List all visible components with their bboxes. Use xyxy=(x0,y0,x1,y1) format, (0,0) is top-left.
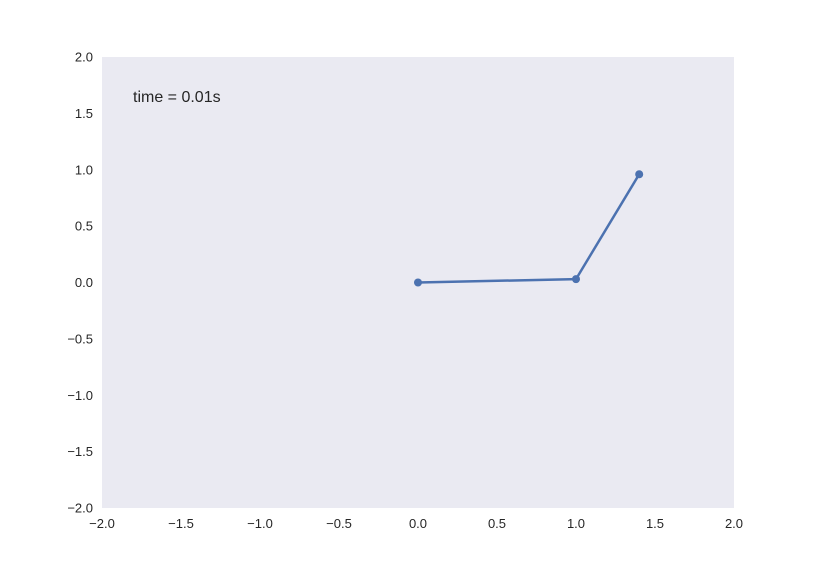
x-tick-label: 0.5 xyxy=(488,516,506,531)
y-axis-ticks: −2.0 −1.5 −1.0 −0.5 0.0 0.5 1.0 1.5 2.0 xyxy=(67,50,93,516)
x-tick-label: −0.5 xyxy=(326,516,352,531)
data-point xyxy=(635,170,643,178)
y-tick-label: −1.5 xyxy=(67,444,93,459)
x-tick-label: 0.0 xyxy=(409,516,427,531)
y-tick-label: −0.5 xyxy=(67,331,93,346)
x-tick-label: −1.0 xyxy=(247,516,273,531)
y-tick-label: 1.0 xyxy=(75,162,93,177)
y-tick-label: 1.5 xyxy=(75,106,93,121)
y-tick-label: −2.0 xyxy=(67,501,93,516)
x-tick-label: 1.5 xyxy=(646,516,664,531)
data-point xyxy=(414,279,422,287)
y-tick-label: 2.0 xyxy=(75,50,93,65)
x-tick-label: 1.0 xyxy=(567,516,585,531)
y-tick-label: −1.0 xyxy=(67,388,93,403)
x-tick-label: −2.0 xyxy=(89,516,115,531)
time-annotation: time = 0.01s xyxy=(133,89,221,106)
x-axis-ticks: −2.0 −1.5 −1.0 −0.5 0.0 0.5 1.0 1.5 2.0 xyxy=(89,516,743,531)
y-tick-label: 0.0 xyxy=(75,275,93,290)
y-tick-label: 0.5 xyxy=(75,219,93,234)
data-point xyxy=(572,275,580,283)
x-tick-label: −1.5 xyxy=(168,516,194,531)
x-tick-label: 2.0 xyxy=(725,516,743,531)
